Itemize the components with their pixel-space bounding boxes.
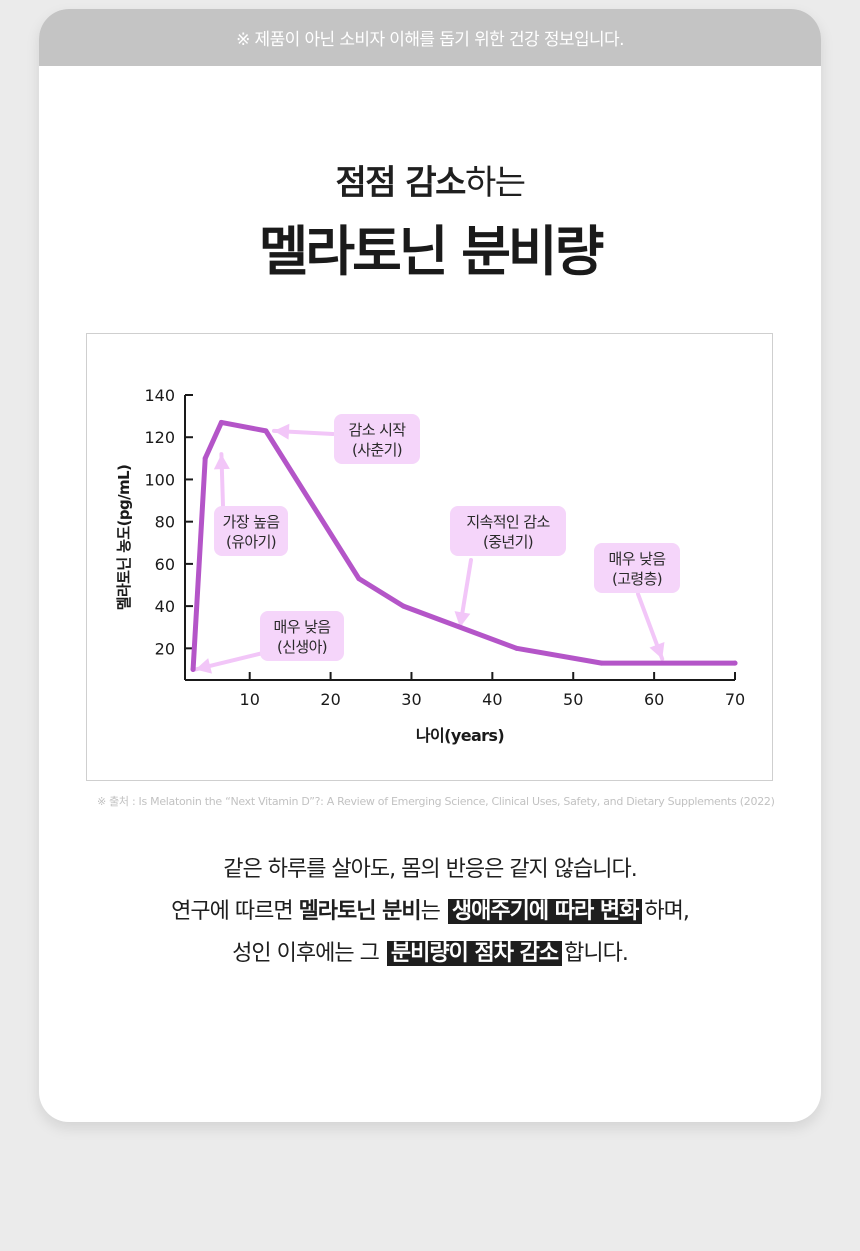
callout-box: [260, 611, 344, 661]
y-tick-label: 80: [155, 513, 175, 532]
x-tick-label: 20: [320, 690, 340, 709]
callout-box: [334, 414, 420, 464]
callout-arrow-head: [213, 454, 230, 470]
data-point: [356, 576, 362, 582]
body-line-1: 같은 하루를 살아도, 몸의 반응은 같지 않습니다.: [223, 857, 638, 882]
x-tick-label: 40: [482, 690, 502, 709]
callout-title: 매우 낮음: [274, 618, 331, 636]
data-point: [202, 455, 208, 461]
x-tick-label: 60: [644, 690, 664, 709]
y-tick-label: 20: [155, 639, 175, 658]
callout-title: 감소 시작: [349, 421, 407, 439]
highlight-lifecycle: 생애주기에 따라 변화: [447, 899, 643, 924]
data-point: [514, 645, 520, 651]
x-tick-label: 70: [725, 690, 745, 709]
body-line-2-start: 연구에 따르면: [171, 899, 299, 924]
melatonin-chart-svg: 20 40 60 80 100 120 140 10 20 30 40 50 60 70 나이(years)…: [115, 386, 745, 745]
highlight-decrease: 분비량이 점차 감소: [386, 941, 563, 966]
callout-box: [450, 506, 566, 556]
callout-subtitle: (유아기): [226, 533, 276, 551]
y-tick-label: 40: [155, 597, 175, 616]
data-point: [190, 666, 196, 672]
body-line-2-end: 하며,: [644, 899, 689, 924]
body-line-2-mid: 는: [420, 899, 446, 924]
body-line-2: 연구에 따르면 멜라토닌 분비는 생애주기에 따라 변화 하며,: [39, 891, 821, 933]
headline-emphasis: 점점 감소: [335, 163, 466, 203]
data-point: [400, 603, 406, 609]
source-citation: ※ 출처 : Is Melatonin the “Next Vitamin D”…: [97, 795, 775, 808]
callout-subtitle: (중년기): [483, 533, 533, 551]
callout-title: 지속적인 감소: [466, 513, 550, 531]
body-emphasis-melatonin: 멜라토닌 분비: [298, 899, 422, 924]
headline-suffix: 하는: [464, 163, 526, 203]
callout-arrow-head: [195, 658, 212, 674]
disclaimer-banner: ※ 제품이 아닌 소비자 이해를 돕기 위한 건강 정보입니다.: [39, 9, 821, 66]
callout-arrow-head: [454, 611, 471, 628]
callout-box: [214, 506, 288, 556]
y-axis-label: 멜라토닌 농도(pg/mL): [115, 465, 133, 610]
callout-subtitle: (사춘기): [352, 441, 402, 459]
body-line-3-end: 합니다.: [564, 941, 629, 966]
callout-title: 가장 높음: [223, 513, 280, 531]
data-point: [732, 660, 738, 666]
y-tick-label: 100: [144, 470, 175, 489]
info-card: ※ 제품이 아닌 소비자 이해를 돕기 위한 건강 정보입니다. 점점 감소하는…: [39, 9, 821, 1122]
y-tick-label: 60: [155, 555, 175, 574]
data-point: [218, 419, 224, 425]
body-line-3: 성인 이후에는 그 분비량이 점차 감소 합니다.: [39, 933, 821, 975]
x-tick-label: 50: [563, 690, 583, 709]
headline-line2: 멜라토닌 분비량: [258, 220, 605, 283]
melatonin-chart: 20 40 60 80 100 120 140 10 20 30 40 50 60 70 나이(years)…: [86, 333, 773, 781]
callout-subtitle: (신생아): [277, 638, 327, 656]
callout-title: 매우 낮음: [609, 550, 666, 568]
callout-subtitle: (고령층): [612, 570, 662, 588]
body-copy: 같은 하루를 살아도, 몸의 반응은 같지 않습니다. 연구에 따르면 멜라토닌…: [39, 849, 821, 975]
headline-line1: 점점 감소하는: [39, 155, 821, 204]
data-point: [263, 428, 269, 434]
callout-arrow-head: [649, 642, 665, 659]
callout-arrow-head: [273, 423, 290, 440]
data-point: [599, 660, 605, 666]
y-tick-label: 140: [144, 386, 175, 405]
callout-box: [594, 543, 680, 593]
x-axis-label: 나이(years): [416, 726, 504, 745]
x-tick-label: 30: [401, 690, 421, 709]
x-tick-label: 10: [240, 690, 260, 709]
y-tick-label: 120: [144, 428, 175, 447]
body-line-3-start: 성인 이후에는 그: [232, 941, 385, 966]
